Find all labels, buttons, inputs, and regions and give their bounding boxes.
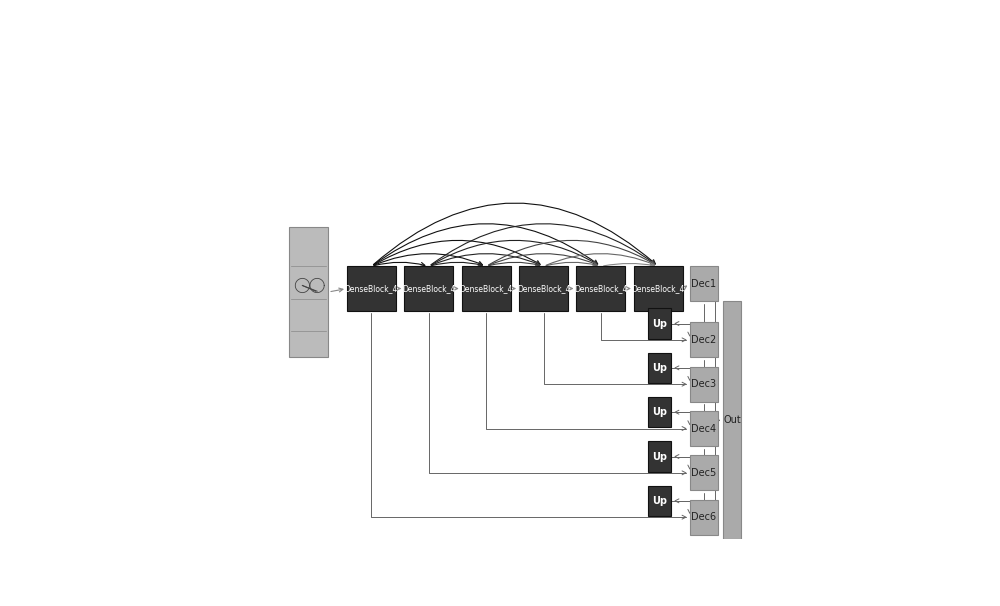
FancyBboxPatch shape — [690, 500, 718, 534]
FancyBboxPatch shape — [648, 397, 671, 427]
FancyBboxPatch shape — [634, 267, 683, 311]
FancyBboxPatch shape — [648, 308, 671, 339]
Text: Dec2: Dec2 — [691, 335, 716, 345]
FancyBboxPatch shape — [289, 227, 328, 358]
FancyBboxPatch shape — [648, 441, 671, 471]
FancyBboxPatch shape — [690, 367, 718, 402]
FancyBboxPatch shape — [347, 267, 396, 311]
Text: Up: Up — [652, 496, 667, 506]
Text: DenseBlock_4: DenseBlock_4 — [459, 284, 513, 293]
Text: Dec3: Dec3 — [691, 379, 716, 389]
Text: DenseBlock_4: DenseBlock_4 — [632, 284, 685, 293]
FancyBboxPatch shape — [690, 411, 718, 446]
Text: Up: Up — [652, 363, 667, 373]
FancyBboxPatch shape — [519, 267, 568, 311]
Text: Dec5: Dec5 — [691, 468, 716, 478]
FancyBboxPatch shape — [690, 322, 718, 358]
Text: DenseBlock_4: DenseBlock_4 — [574, 284, 628, 293]
Text: Up: Up — [652, 407, 667, 417]
Text: DenseBlock_4: DenseBlock_4 — [402, 284, 455, 293]
FancyBboxPatch shape — [690, 267, 718, 301]
Text: Up: Up — [652, 451, 667, 462]
FancyBboxPatch shape — [404, 267, 453, 311]
FancyBboxPatch shape — [690, 455, 718, 490]
Text: DenseBlock_4: DenseBlock_4 — [517, 284, 570, 293]
FancyBboxPatch shape — [648, 485, 671, 516]
FancyBboxPatch shape — [576, 267, 625, 311]
Text: DenseBlock_4: DenseBlock_4 — [345, 284, 398, 293]
Text: Out: Out — [723, 415, 741, 425]
FancyBboxPatch shape — [462, 267, 511, 311]
Text: Dec4: Dec4 — [691, 424, 716, 433]
FancyBboxPatch shape — [723, 301, 741, 539]
Text: Up: Up — [652, 319, 667, 328]
FancyBboxPatch shape — [648, 353, 671, 383]
Text: Dec6: Dec6 — [691, 512, 716, 522]
Text: Dec1: Dec1 — [691, 279, 716, 289]
